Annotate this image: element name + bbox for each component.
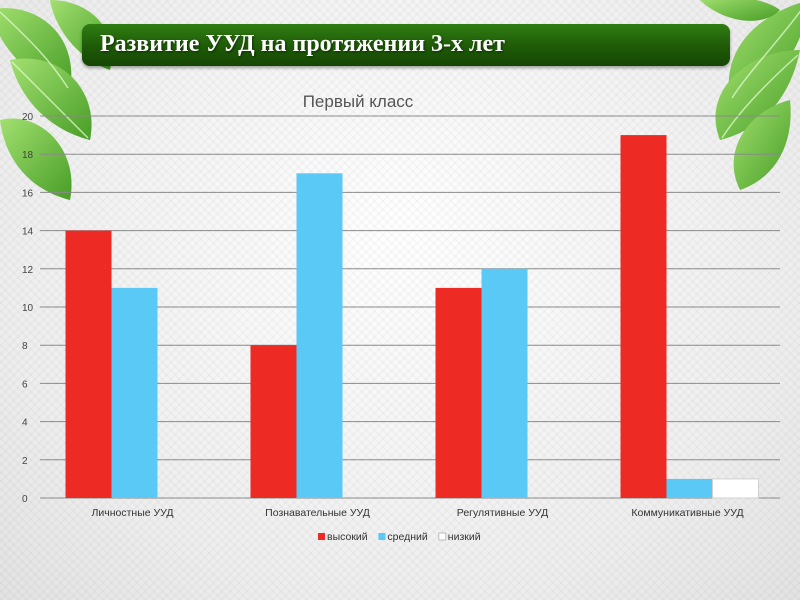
bar-mid: [666, 478, 713, 498]
legend-label: низкий: [448, 531, 481, 543]
x-category-label: Регулятивные УУД: [457, 507, 548, 519]
y-tick-label: 18: [22, 150, 34, 161]
x-category-label: Коммуникативные УУД: [631, 507, 743, 519]
bar-high: [250, 345, 297, 498]
y-tick-label: 16: [22, 188, 34, 199]
y-tick-label: 8: [22, 341, 28, 352]
slide-title: Развитие УУД на протяжении 3-х лет: [100, 31, 505, 57]
legend-label: высокий: [327, 531, 368, 543]
chart-title: Первый класс: [303, 92, 414, 111]
bar-low: [712, 478, 759, 499]
x-category-label: Личностные УУД: [91, 507, 173, 519]
y-tick-label: 2: [22, 456, 28, 467]
legend-label: средний: [387, 531, 427, 543]
legend-swatch: [318, 533, 325, 540]
bar-mid: [296, 173, 343, 499]
y-tick-label: 10: [22, 303, 34, 314]
legend-swatch: [438, 532, 447, 541]
y-tick-label: 20: [22, 112, 34, 123]
bar-mid: [481, 268, 528, 498]
bar-high: [620, 135, 667, 498]
x-category-label: Познавательные УУД: [265, 507, 370, 519]
legend-swatch: [378, 533, 386, 540]
title-bar: Развитие УУД на протяжении 3-х лет: [82, 24, 730, 66]
bar-high: [435, 287, 482, 498]
bar-high: [65, 230, 112, 498]
y-tick-label: 4: [22, 418, 28, 429]
y-tick-label: 6: [22, 379, 28, 390]
bar-mid: [111, 287, 158, 498]
y-tick-label: 0: [22, 494, 28, 505]
y-tick-label: 12: [22, 265, 34, 276]
y-tick-label: 14: [22, 227, 34, 238]
